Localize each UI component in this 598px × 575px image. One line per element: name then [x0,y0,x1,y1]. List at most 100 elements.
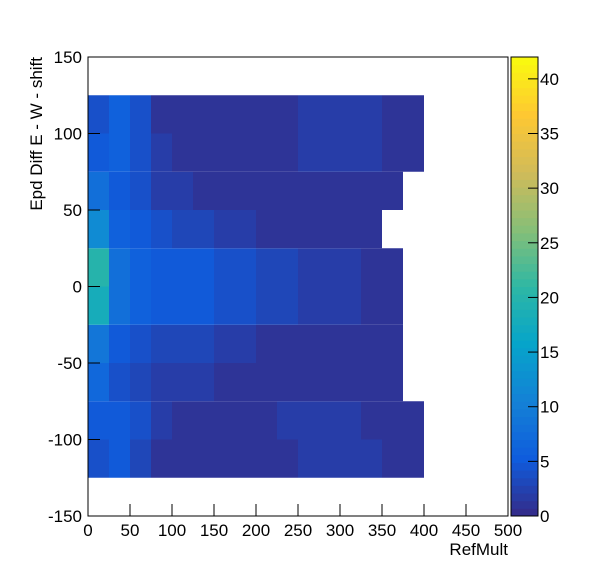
heat-cell [319,133,340,172]
heat-cell [130,439,151,478]
heat-cell [277,324,298,363]
heat-cell [403,478,424,516]
heat-cell [445,210,466,248]
colorbar-band [511,493,538,502]
y-tick-label: -150 [48,507,82,526]
heat-cell [466,440,487,478]
heat-cell [214,57,235,95]
x-tick-label: 300 [326,521,354,540]
heat-cell [298,171,319,210]
y-tick-label: 150 [54,48,82,67]
heat-cell [151,57,172,95]
colorbar-band [511,378,538,387]
heat-cell [424,95,445,133]
heat-cell [340,95,361,134]
heat-cell [109,210,130,249]
heat-cell [403,287,424,325]
heat-cell [277,133,298,172]
heat-cell [277,248,298,287]
heat-cell [109,401,130,440]
heat-cell [256,363,277,402]
heat-cell [214,439,235,478]
heat-cell [340,210,361,249]
heat-cell [235,133,256,172]
colorbar-band [511,370,538,379]
heat-cell [445,287,466,325]
colorbar-band [511,431,538,440]
heat-cell [445,172,466,210]
heat-cell [109,324,130,363]
heat-cell [151,248,172,287]
colorbar-band [511,309,538,318]
heat-cell [403,172,424,210]
colorbar-band [511,363,538,372]
heat-cell [214,133,235,172]
heat-cell [466,210,487,248]
heat-cell [88,95,109,134]
y-axis-label: Epd Diff E - W - shift [27,57,46,211]
heat-cell [361,401,382,440]
heat-cell [298,401,319,440]
colorbar-band [511,57,538,66]
heat-cell [319,324,340,363]
z-tick-label: 15 [540,343,559,362]
colorbar-band [511,500,538,509]
heat-cell [214,95,235,134]
heat-cell [487,363,508,401]
heat-cell [445,478,466,516]
heat-cell [151,478,172,516]
heat-cell [277,401,298,440]
heat-cell [256,248,277,287]
x-tick-label: 500 [494,521,522,540]
heat-cell [487,248,508,286]
heat-cell [172,171,193,210]
colorbar-band [511,240,538,249]
heat-cell [445,401,466,439]
colorbar-band [511,340,538,349]
heat-cell [130,401,151,440]
heat-cell [88,248,109,287]
y-tick-label: 50 [63,201,82,220]
colorbar-band [511,462,538,471]
colorbar-band [511,232,538,242]
heat-cell [193,286,214,325]
heat-cell [151,439,172,478]
heat-cell [88,439,109,478]
x-tick-label: 450 [452,521,480,540]
heat-cell [487,440,508,478]
heat-cell [361,95,382,134]
heat-cell [487,287,508,325]
heat-cell [319,401,340,440]
heat-cell [214,401,235,440]
heat-cell [193,439,214,478]
heat-cell [172,133,193,172]
colorbar-band [511,148,538,157]
heat-cell [361,478,382,516]
heat-cell [151,133,172,172]
heat-cell [403,363,424,401]
heat-cell [130,478,151,516]
heat-cell [340,133,361,172]
heat-cell [214,478,235,516]
heat-cell [214,286,235,325]
heat-cell [298,210,319,249]
heat-cell [319,95,340,134]
heat-cell [256,95,277,134]
z-tick-label: 40 [540,70,559,89]
heat-cell [340,401,361,440]
heat-cell [193,133,214,172]
heat-cell [403,133,424,172]
heat-cell [298,95,319,134]
heat-cell [382,95,403,134]
colorbar-band [511,401,538,410]
heat-cell [319,57,340,95]
colorbar-band [511,508,538,517]
heat-cell [403,210,424,248]
z-tick-label: 35 [540,125,559,144]
heat-cell [88,210,109,249]
colorbar-band [511,248,538,257]
colorbar-band [511,110,538,119]
heat-cell [277,210,298,249]
heat-cell [256,286,277,325]
heat-cell [424,401,445,439]
